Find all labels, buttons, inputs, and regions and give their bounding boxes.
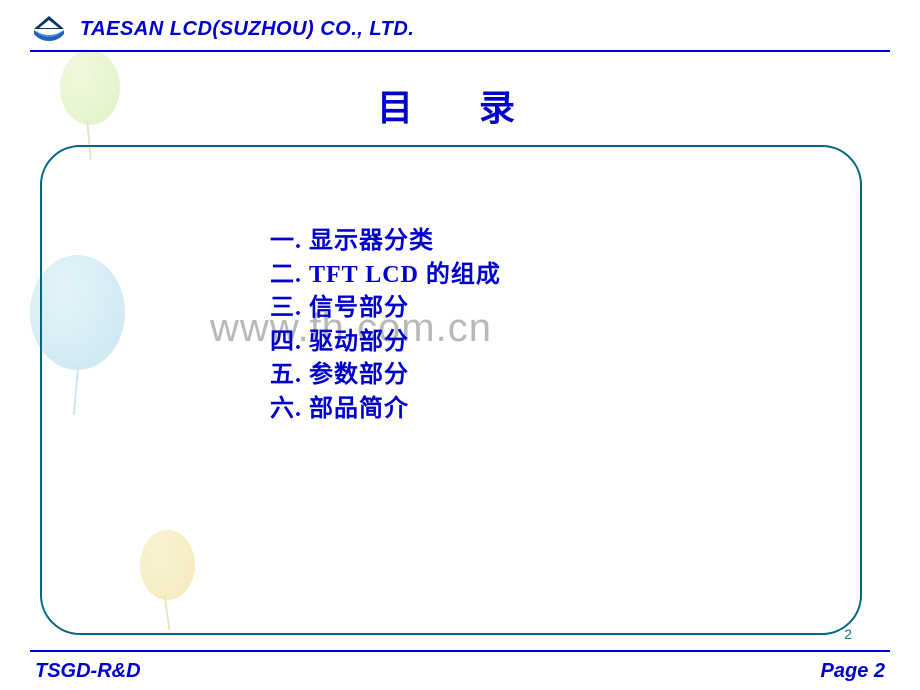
footer-department: TSGD-R&D bbox=[35, 660, 141, 683]
table-of-contents: 一. 显示器分类 二. TFT LCD 的组成 三. 信号部分 四. 驱动部分 … bbox=[270, 225, 501, 427]
toc-item-6: 六. 部品简介 bbox=[270, 393, 501, 427]
header: TAESAN LCD(SUZHOU) CO., LTD. bbox=[0, 0, 920, 44]
toc-item-4: 四. 驱动部分 bbox=[270, 326, 501, 360]
footer-divider bbox=[30, 650, 890, 652]
header-divider bbox=[30, 50, 890, 52]
toc-item-3: 三. 信号部分 bbox=[270, 292, 501, 326]
page-title: 目 录 bbox=[0, 79, 920, 131]
toc-item-1: 一. 显示器分类 bbox=[270, 225, 501, 259]
toc-item-2: 二. TFT LCD 的组成 bbox=[270, 259, 501, 293]
company-name: TAESAN LCD(SUZHOU) CO., LTD. bbox=[80, 18, 414, 41]
page-number-small: 2 bbox=[844, 626, 852, 642]
footer-page-number: Page 2 bbox=[821, 660, 885, 683]
toc-item-5: 五. 参数部分 bbox=[270, 359, 501, 393]
company-logo-icon bbox=[30, 14, 68, 44]
